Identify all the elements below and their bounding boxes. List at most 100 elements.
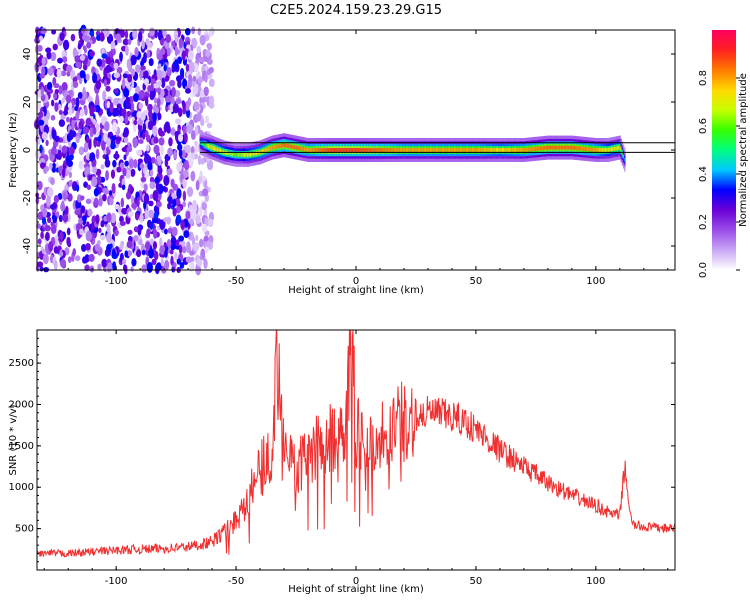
noise-speckle [103,78,108,87]
noise-speckle [169,103,174,113]
noise-speckle [48,241,54,252]
noise-speckle [58,85,63,95]
noise-speckle [208,78,215,88]
band-cell [560,145,562,150]
band-cell [573,145,576,150]
spectrogram-x-axis-label: Height of straight line (km) [288,285,424,296]
noise-speckle [65,94,72,104]
band-cell [287,144,289,148]
band-cell [366,148,368,152]
noise-speckle [189,218,194,226]
band-cell [329,148,331,152]
noise-speckle [58,110,63,116]
colorbar-tick-label: 0.4 [698,166,709,182]
noise-speckle [130,168,136,177]
band-cell [285,143,288,148]
noise-speckle [121,77,126,89]
noise-speckle [37,238,42,245]
noise-speckle [120,197,125,208]
spectrogram-y-tick-label: 40 [22,48,33,61]
noise-speckle [205,49,211,58]
band-cell [233,152,235,157]
noise-speckle [95,93,99,104]
band-cell [517,148,519,152]
chart-title: C2E5.2024.159.23.29.G15 [270,3,442,18]
noise-speckle [138,102,144,110]
noise-speckle [79,109,85,118]
band-cell [544,145,547,150]
noise-speckle [133,159,138,169]
band-cell [209,144,211,149]
band-cell [488,148,491,152]
noise-speckle [54,88,59,95]
snr-series-line [36,329,676,558]
noise-speckle [189,250,195,256]
band-cell [526,147,529,152]
band-cell [397,148,399,152]
noise-speckle [115,33,122,42]
noise-speckle [46,81,53,90]
noise-speckle [76,201,82,209]
band-cell [549,145,552,150]
noise-speckle [67,256,72,263]
noise-speckle [122,73,128,79]
band-cell [585,147,588,151]
band-cell [294,145,296,150]
band-cell [355,148,357,152]
noise-speckle [185,144,191,154]
noise-speckle [68,179,73,187]
band-cell [269,146,271,151]
noise-speckle [47,66,54,76]
noise-speckle [144,209,149,220]
band-cell [601,148,603,152]
noise-speckle [100,220,105,228]
noise-speckle [192,199,197,211]
band-cell [453,148,456,152]
noise-speckle [86,41,92,49]
noise-speckle [124,45,129,56]
band-cell [607,148,609,152]
noise-speckle [46,196,51,207]
noise-speckle [63,160,67,167]
band-cell [213,146,216,151]
noise-speckle [147,103,153,112]
band-cell [598,148,601,152]
noise-speckle [147,209,155,219]
band-cell [597,148,600,152]
band-cell [263,149,265,153]
noise-speckle [149,169,154,177]
noise-speckle [41,131,48,141]
band-cell [609,147,612,152]
noise-speckle [96,58,103,67]
band-cell [547,145,549,150]
band-cell [413,148,415,152]
noise-speckle [46,51,52,60]
colorbar-tick-label: 0.2 [698,214,709,230]
noise-speckle [126,240,133,249]
noise-speckle [199,238,204,248]
band-cell [425,148,427,152]
band-cell [353,148,355,152]
band-cell [265,148,267,152]
snr-x-tick-label: 50 [470,576,483,587]
band-cell [433,148,435,152]
band-cell [231,152,234,156]
noise-speckle [124,160,129,167]
noise-speckle [189,261,195,272]
noise-speckle [41,66,46,77]
band-cell [312,148,314,152]
noise-speckle [67,193,73,202]
noise-speckle [111,121,118,133]
band-cell [474,148,476,152]
noise-speckle [201,188,209,197]
noise-speckle [130,54,137,66]
snr-y-tick-label: 500 [15,524,34,535]
band-cell [387,148,390,152]
noise-speckle [153,211,159,219]
noise-speckle [75,61,82,69]
noise-speckle [64,205,69,216]
noise-speckle [185,100,190,111]
noise-speckle [182,201,186,208]
noise-speckle [123,88,130,98]
band-cell [499,148,501,152]
